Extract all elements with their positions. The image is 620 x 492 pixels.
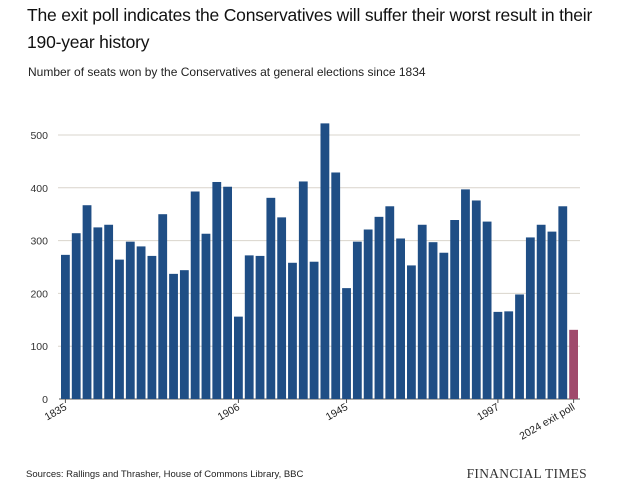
bar	[407, 265, 416, 399]
bar	[525, 237, 535, 399]
bar-exit-poll	[569, 329, 578, 399]
bar	[385, 206, 395, 399]
bar	[223, 186, 232, 399]
bar	[169, 273, 178, 399]
bar	[125, 241, 135, 399]
y-tick-label: 100	[30, 341, 48, 353]
bar	[288, 262, 297, 399]
y-tick-label: 500	[30, 130, 48, 142]
y-tick-label: 200	[30, 288, 48, 300]
y-tick-label: 400	[30, 183, 48, 195]
x-tick-label: 1997	[475, 401, 501, 423]
bar	[342, 288, 351, 399]
bar	[61, 254, 70, 399]
bar	[71, 233, 81, 399]
bar	[244, 255, 254, 399]
bar	[179, 270, 189, 399]
x-axis-ticks: 1835 1906 1945 1997 2024 exit poll	[43, 399, 577, 443]
bar	[104, 224, 114, 399]
bar	[147, 255, 157, 399]
bar	[536, 224, 546, 399]
bar	[277, 217, 287, 399]
bar	[115, 259, 124, 399]
x-tick-label: 2024 exit poll	[517, 401, 577, 442]
y-axis-tick-labels: 0 100 200 300 400 500	[30, 130, 48, 406]
bar	[515, 294, 524, 399]
bars	[61, 123, 578, 399]
bar	[493, 311, 503, 399]
bar	[136, 246, 146, 399]
bar	[396, 238, 405, 399]
bar	[309, 261, 319, 399]
bar	[320, 123, 330, 399]
bar	[212, 181, 222, 399]
y-tick-label: 300	[30, 236, 48, 248]
bar	[331, 172, 341, 399]
bar	[298, 181, 308, 399]
chart-title: The exit poll indicates the Conservative…	[27, 5, 593, 52]
bar	[255, 255, 265, 399]
bar	[374, 216, 384, 399]
bar	[547, 231, 557, 399]
bar	[558, 206, 568, 399]
bar	[352, 241, 362, 399]
bar	[190, 191, 200, 399]
bar	[234, 316, 243, 399]
bar	[363, 229, 373, 399]
bar	[504, 311, 514, 399]
bar	[428, 242, 438, 399]
bar	[450, 220, 460, 399]
bar	[417, 224, 427, 399]
bar	[158, 214, 168, 399]
x-tick-label: 1906	[216, 401, 242, 423]
bar	[266, 197, 276, 399]
bar	[82, 205, 92, 399]
bar	[439, 252, 449, 399]
bar	[201, 233, 211, 399]
bar	[471, 200, 481, 399]
bar	[482, 221, 492, 399]
ft-logo: FINANCIAL TIMES	[466, 466, 587, 481]
source-note: Sources: Rallings and Thrasher, House of…	[26, 469, 304, 480]
bar	[93, 227, 103, 399]
x-tick-label: 1945	[324, 401, 350, 423]
bar	[461, 189, 470, 399]
chart-subtitle: Number of seats won by the Conservatives…	[28, 65, 426, 79]
y-tick-label: 0	[42, 394, 48, 406]
